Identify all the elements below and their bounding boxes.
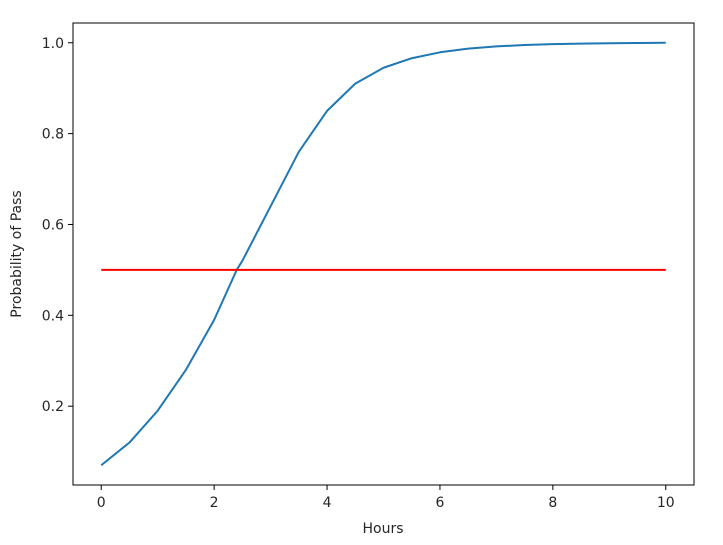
x-tick-label: 4 <box>323 495 332 511</box>
y-tick-label: 0.8 <box>42 127 64 143</box>
x-tick-label: 6 <box>435 495 444 511</box>
y-axis-ticks: 0.2 0.4 0.6 0.8 1.0 <box>42 36 73 415</box>
y-tick-label: 0.2 <box>42 399 64 415</box>
x-axis-label: Hours <box>362 521 403 537</box>
x-axis-ticks: 0 2 4 6 8 10 <box>97 485 675 511</box>
x-tick-label: 0 <box>97 495 106 511</box>
y-axis-label: Probability of Pass <box>9 190 25 317</box>
plot-area <box>73 23 694 485</box>
x-tick-label: 2 <box>210 495 219 511</box>
probability-curve-line <box>100 41 666 467</box>
x-tick-label: 8 <box>548 495 557 511</box>
y-tick-label: 0.4 <box>42 308 64 324</box>
series-lines <box>100 41 666 467</box>
x-tick-label: 10 <box>657 495 675 511</box>
y-tick-label: 0.6 <box>42 217 64 233</box>
y-tick-label: 1.0 <box>42 36 64 52</box>
plot-frame <box>72 22 695 486</box>
